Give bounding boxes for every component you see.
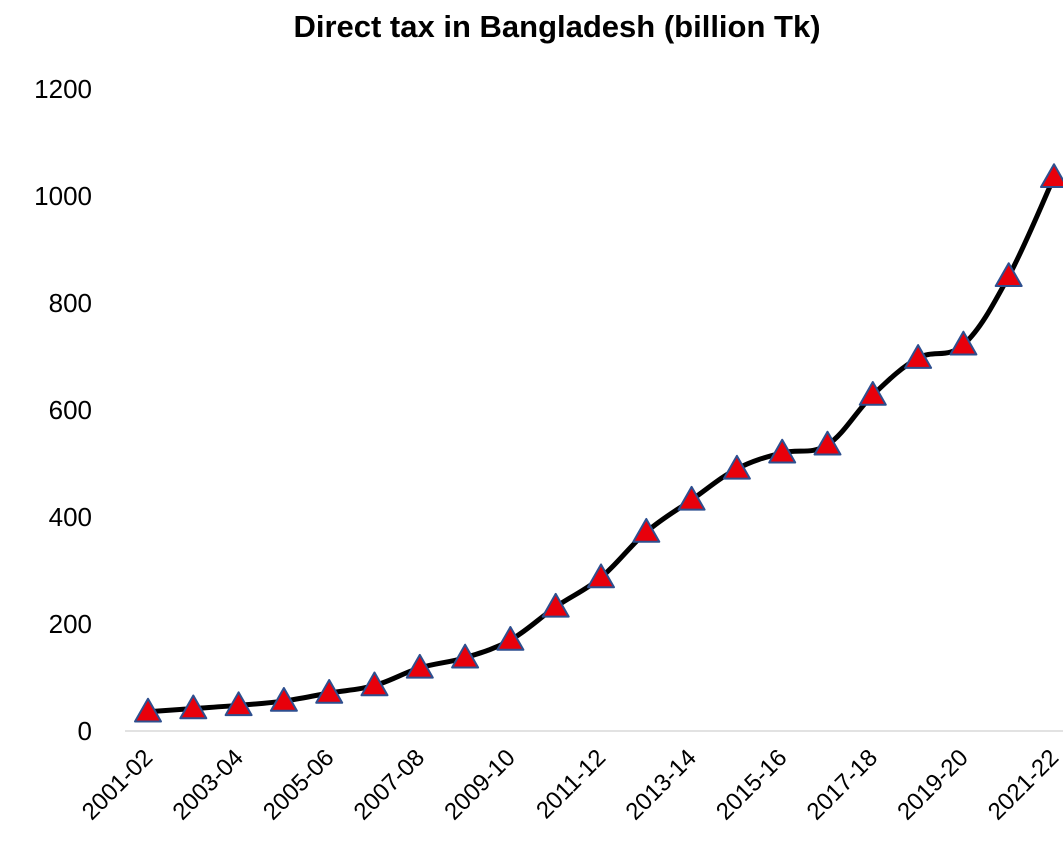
data-point-marker: [541, 592, 570, 618]
data-point-marker: [224, 691, 253, 717]
x-tick-label: 2009-10: [439, 744, 520, 825]
data-point-marker: [134, 697, 162, 723]
series-markers: [134, 163, 1063, 723]
data-point-marker: [451, 643, 480, 669]
series-line: [147, 176, 1057, 715]
data-point-marker: [722, 454, 751, 480]
y-tick-label: 400: [49, 502, 92, 532]
data-point-marker: [360, 671, 389, 697]
x-axis-ticks: 2001-02 2003-04 2005-06 2007-08 2009-10 2011-…: [77, 744, 1063, 825]
data-point-marker: [587, 563, 615, 589]
data-point-marker: [994, 262, 1023, 287]
data-point-marker: [496, 626, 525, 651]
data-point-marker: [904, 344, 933, 369]
data-point-marker: [1040, 163, 1063, 189]
x-tick-label: 2005-06: [258, 744, 339, 825]
data-point-marker: [269, 687, 298, 712]
y-tick-label: 600: [49, 395, 92, 425]
x-tick-label: 2017-18: [802, 744, 883, 825]
data-point-marker: [677, 485, 706, 511]
data-point-marker: [405, 653, 434, 679]
data-point-marker: [949, 330, 978, 356]
x-tick-label: 2021-22: [983, 744, 1063, 825]
data-point-marker: [179, 694, 208, 720]
chart-title: Direct tax in Bangladesh (billion Tk): [293, 9, 820, 44]
y-tick-label: 1000: [34, 181, 92, 211]
data-point-marker: [813, 430, 842, 456]
data-point-marker: [315, 679, 344, 704]
x-tick-label: 2019-20: [892, 744, 973, 825]
x-tick-label: 2013-14: [620, 744, 701, 825]
x-tick-label: 2011-12: [531, 744, 611, 824]
data-point-marker: [858, 381, 887, 406]
y-tick-label: 0: [78, 716, 92, 746]
x-tick-label: 2007-08: [349, 744, 430, 825]
x-tick-label: 2015-16: [711, 744, 792, 825]
y-tick-label: 1200: [34, 74, 92, 104]
y-axis-ticks: 0 200 400 600 800 1000 1200: [34, 74, 92, 746]
y-tick-label: 200: [49, 609, 92, 639]
data-point-marker: [632, 517, 661, 543]
x-tick-label: 2003-04: [167, 744, 248, 825]
y-tick-label: 800: [49, 288, 92, 318]
data-point-marker: [768, 438, 797, 464]
x-tick-label: 2001-02: [77, 744, 158, 825]
